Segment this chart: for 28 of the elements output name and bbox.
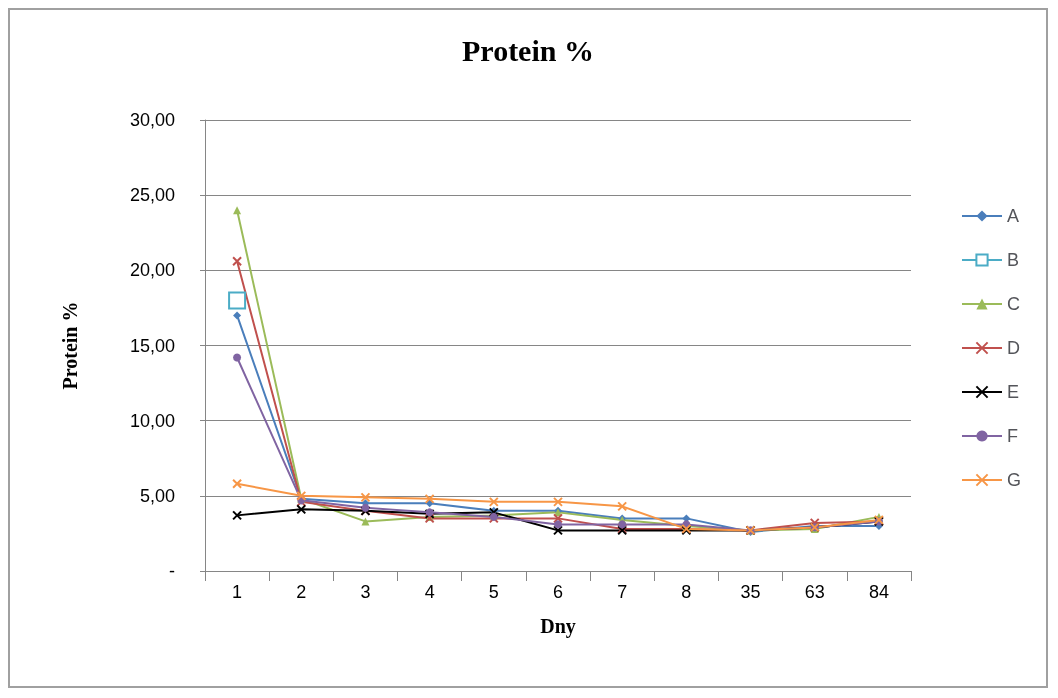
- y-tick-label: 25,00: [129, 185, 175, 206]
- legend-label: A: [1007, 206, 1020, 226]
- x-tick-label: 7: [617, 582, 628, 602]
- y-tick-label: 10,00: [129, 410, 175, 431]
- legend-label: F: [1007, 426, 1018, 446]
- x-tick-label: 3: [360, 582, 371, 602]
- x-tick-label: 8: [681, 582, 692, 602]
- x-tick-label: 2: [296, 582, 307, 602]
- chart-title: Protein %: [462, 33, 594, 67]
- legend-label: B: [1007, 250, 1020, 270]
- legend-label: E: [1007, 382, 1020, 402]
- y-axis-title: Protein %: [59, 301, 81, 390]
- y-tick-label: 20,00: [129, 260, 175, 281]
- x-tick-label: 6: [552, 582, 564, 602]
- legend-label: G: [1007, 470, 1022, 490]
- x-tick-label: 84: [868, 582, 889, 602]
- x-tick-label: 1: [232, 582, 243, 602]
- x-tick-label: 35: [740, 582, 761, 602]
- legend-label: C: [1007, 294, 1020, 314]
- y-tick-label: 15,00: [129, 335, 175, 356]
- x-axis-title: Dny: [540, 615, 576, 638]
- y-tick-label: 5,00: [139, 485, 175, 506]
- legend-label: D: [1007, 338, 1020, 358]
- y-tick-label: -: [169, 561, 175, 581]
- x-tick-label: 5: [488, 582, 499, 602]
- y-tick-label: 30,00: [129, 110, 175, 130]
- x-tick-label: 63: [804, 582, 825, 602]
- x-tick-label: 4: [424, 582, 435, 602]
